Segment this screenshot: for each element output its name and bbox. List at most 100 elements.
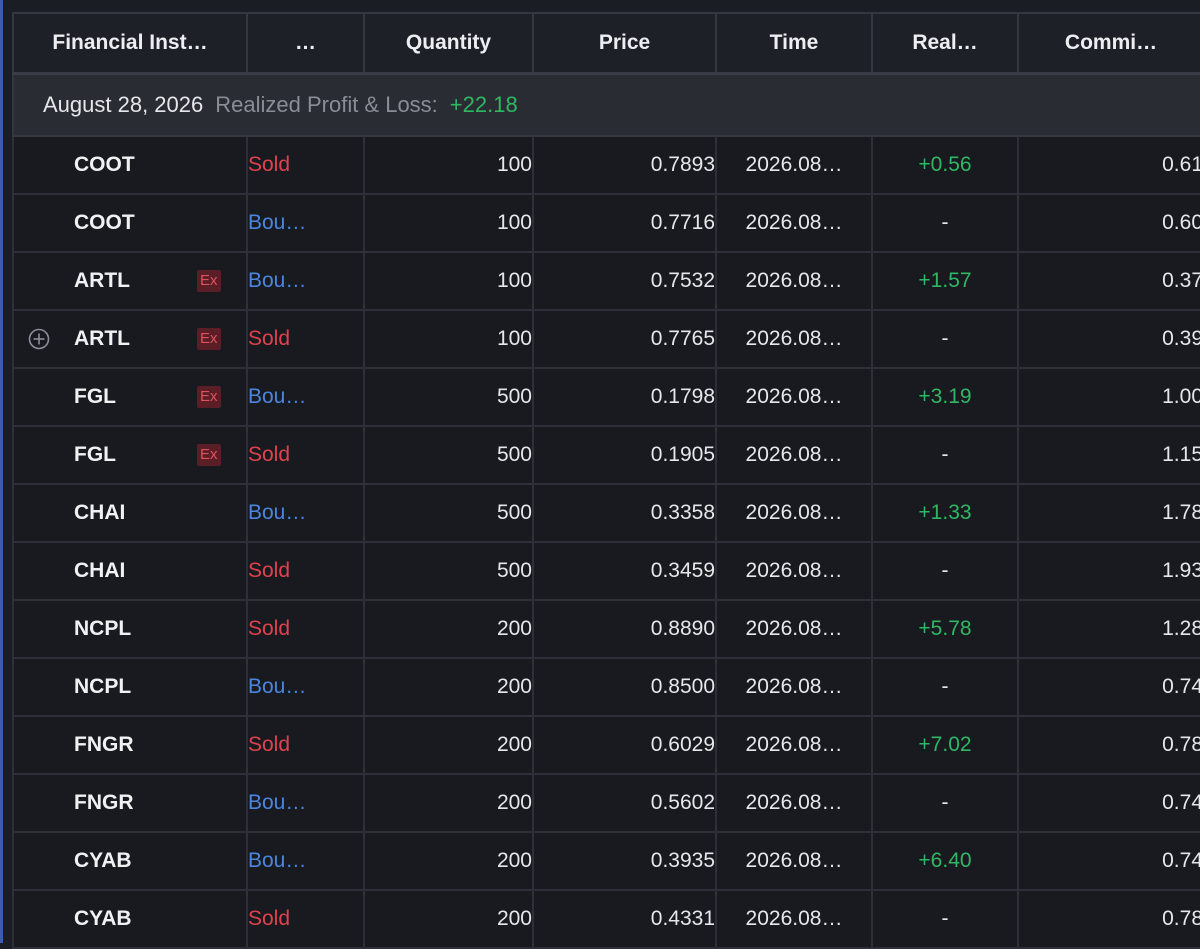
instrument-symbol: FNGR xyxy=(74,791,134,814)
instrument-cell: FNGR xyxy=(12,773,248,833)
instrument-symbol: CYAB xyxy=(74,849,132,872)
table-row[interactable]: CYAB Bou… 200 0.3935 2026.08… +6.40 0.74 xyxy=(12,831,1200,891)
side-cell: Sold xyxy=(246,889,365,949)
table-row[interactable]: COOT Bou… 100 0.7716 2026.08… -0.60 xyxy=(12,193,1200,253)
column-header-instrument[interactable]: Financial Inst… xyxy=(12,12,248,75)
instrument-symbol: CHAI xyxy=(74,501,126,524)
table-row[interactable]: CHAI Bou… 500 0.3358 2026.08… +1.33 1.78 xyxy=(12,483,1200,543)
trades-table: Financial Inst… … Quantity Price Time Re… xyxy=(12,12,1200,949)
time-cell: 2026.08… xyxy=(715,193,873,253)
date-group-row[interactable]: August 28, 2026 Realized Profit & Loss: +2… xyxy=(12,73,1200,137)
side-cell: Sold xyxy=(246,541,365,601)
time-cell: 2026.08… xyxy=(715,831,873,891)
table-row[interactable]: FGL Ex Sold 500 0.1905 2026.08… -1.15 xyxy=(12,425,1200,485)
time-cell: 2026.08… xyxy=(715,599,873,659)
instrument-cell: CHAI xyxy=(12,541,248,601)
quantity-cell: 500 xyxy=(363,541,534,601)
quantity-cell: 500 xyxy=(363,483,534,543)
table-row[interactable]: ARTL Ex Bou… 100 0.7532 2026.08… +1.57 0.37 xyxy=(12,251,1200,311)
commission-cell: 0.74 xyxy=(1017,657,1200,717)
table-row[interactable]: NCPL Bou… 200 0.8500 2026.08… -0.74 xyxy=(12,657,1200,717)
quantity-cell: 200 xyxy=(363,831,534,891)
time-cell: 2026.08… xyxy=(715,773,873,833)
time-cell: 2026.08… xyxy=(715,541,873,601)
table-row[interactable]: FNGR Bou… 200 0.5602 2026.08… -0.74 xyxy=(12,773,1200,833)
commission-cell: 0.78 xyxy=(1017,715,1200,775)
commission-cell: 0.60 xyxy=(1017,193,1200,253)
commission-cell: 0.61 xyxy=(1017,135,1200,195)
table-row[interactable]: COOT Sold 100 0.7893 2026.08… +0.56 0.61 xyxy=(12,135,1200,195)
column-header-price[interactable]: Price xyxy=(532,12,717,75)
commission-cell: 0.37 xyxy=(1017,251,1200,311)
column-header-quantity[interactable]: Quantity xyxy=(363,12,534,75)
quantity-cell: 100 xyxy=(363,309,534,369)
price-cell: 0.5602 xyxy=(532,773,717,833)
quantity-cell: 500 xyxy=(363,367,534,427)
side-cell: Bou… xyxy=(246,483,365,543)
price-cell: 0.3935 xyxy=(532,831,717,891)
commission-cell: 1.00 xyxy=(1017,367,1200,427)
instrument-symbol: NCPL xyxy=(74,675,132,698)
time-cell: 2026.08… xyxy=(715,483,873,543)
realized-pl-value: +22.18 xyxy=(449,92,518,117)
quantity-cell: 500 xyxy=(363,425,534,485)
side-cell: Bou… xyxy=(246,193,365,253)
realized-cell: - xyxy=(871,541,1019,601)
plus-circle-icon[interactable] xyxy=(28,328,50,350)
instrument-cell: CHAI xyxy=(12,483,248,543)
instrument-symbol: COOT xyxy=(74,153,135,176)
instrument-symbol: CYAB xyxy=(74,907,132,930)
time-cell: 2026.08… xyxy=(715,135,873,195)
time-cell: 2026.08… xyxy=(715,715,873,775)
realized-cell: +0.56 xyxy=(871,135,1019,195)
quantity-cell: 200 xyxy=(363,599,534,659)
date-group-cell: August 28, 2026 Realized Profit & Loss: +2… xyxy=(12,73,1200,137)
realized-cell: +3.19 xyxy=(871,367,1019,427)
column-header-side[interactable]: … xyxy=(246,12,365,75)
price-cell: 0.7716 xyxy=(532,193,717,253)
instrument-cell: CYAB xyxy=(12,831,248,891)
side-cell: Sold xyxy=(246,135,365,195)
table-row[interactable]: CHAI Sold 500 0.3459 2026.08… -1.93 xyxy=(12,541,1200,601)
ex-badge: Ex xyxy=(197,444,221,466)
price-cell: 0.1798 xyxy=(532,367,717,427)
side-cell: Sold xyxy=(246,309,365,369)
instrument-symbol: CHAI xyxy=(74,559,126,582)
column-header-commission[interactable]: Commi… xyxy=(1017,12,1200,75)
instrument-symbol: ARTL xyxy=(74,327,130,350)
table-row[interactable]: ARTL Ex Sold 100 0.7765 2026.08… -0.39 xyxy=(12,309,1200,369)
instrument-cell: NCPL xyxy=(12,657,248,717)
commission-cell: 0.39 xyxy=(1017,309,1200,369)
table-row[interactable]: FNGR Sold 200 0.6029 2026.08… +7.02 0.78 xyxy=(12,715,1200,775)
quantity-cell: 200 xyxy=(363,773,534,833)
side-cell: Bou… xyxy=(246,831,365,891)
column-header-realized[interactable]: Real… xyxy=(871,12,1019,75)
quantity-cell: 200 xyxy=(363,889,534,949)
date-group: August 28, 2026 Realized Profit & Loss: +2… xyxy=(12,73,1200,137)
table-row[interactable]: NCPL Sold 200 0.8890 2026.08… +5.78 1.28 xyxy=(12,599,1200,659)
quantity-cell: 100 xyxy=(363,251,534,311)
side-cell: Sold xyxy=(246,599,365,659)
realized-cell: - xyxy=(871,309,1019,369)
column-header-time[interactable]: Time xyxy=(715,12,873,75)
realized-cell: +7.02 xyxy=(871,715,1019,775)
price-cell: 0.3459 xyxy=(532,541,717,601)
ex-badge: Ex xyxy=(197,328,221,350)
quantity-cell: 100 xyxy=(363,135,534,195)
commission-cell: 1.15 xyxy=(1017,425,1200,485)
time-cell: 2026.08… xyxy=(715,251,873,311)
price-cell: 0.6029 xyxy=(532,715,717,775)
time-cell: 2026.08… xyxy=(715,309,873,369)
price-cell: 0.7893 xyxy=(532,135,717,195)
instrument-symbol: NCPL xyxy=(74,617,132,640)
ex-badge: Ex xyxy=(197,386,221,408)
realized-cell: +5.78 xyxy=(871,599,1019,659)
instrument-symbol: ARTL xyxy=(74,269,130,292)
instrument-symbol: FGL xyxy=(74,443,116,466)
instrument-cell: FNGR xyxy=(12,715,248,775)
table-row[interactable]: CYAB Sold 200 0.4331 2026.08… -0.78 xyxy=(12,889,1200,949)
realized-cell: - xyxy=(871,425,1019,485)
quantity-cell: 200 xyxy=(363,715,534,775)
time-cell: 2026.08… xyxy=(715,657,873,717)
table-row[interactable]: FGL Ex Bou… 500 0.1798 2026.08… +3.19 1.00 xyxy=(12,367,1200,427)
